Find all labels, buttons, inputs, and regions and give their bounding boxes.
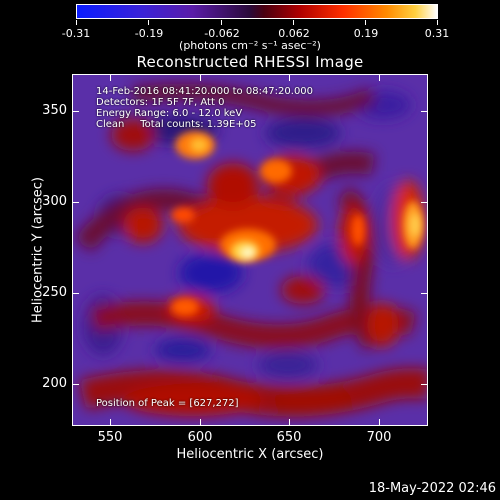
- x-tick: [379, 419, 380, 426]
- y-tick: [72, 384, 79, 385]
- rhessi-image: [73, 75, 427, 425]
- plot-title: Reconstructed RHESSI Image: [136, 53, 364, 71]
- x-tick: [289, 74, 290, 81]
- y-tick: [72, 111, 79, 112]
- y-tick-label: 350: [42, 103, 67, 118]
- x-tick-label: 700: [366, 430, 392, 445]
- image-frame: 14-Feb-2016 08:41:20.000 to 08:47:20.000…: [72, 74, 428, 426]
- y-tick: [421, 202, 428, 203]
- annotation-detectors: Detectors: 1F 5F 7F, Att 0: [96, 97, 225, 108]
- y-tick-label: 200: [42, 376, 67, 391]
- x-tick: [200, 74, 201, 81]
- x-tick-label: 600: [187, 430, 213, 445]
- x-tick-label: 650: [276, 430, 302, 445]
- x-tick: [200, 419, 201, 426]
- colorbar-tick: [293, 20, 294, 25]
- y-axis-title: Heliocentric Y (arcsec): [30, 177, 46, 323]
- y-tick-label: 300: [42, 194, 67, 209]
- colorbar-tick: [148, 20, 149, 25]
- x-tick: [379, 74, 380, 81]
- footer-timestamp: 18-May-2022 02:46: [368, 481, 496, 496]
- annotation-peak-position: Position of Peak = [627,272]: [96, 398, 239, 409]
- x-tick: [110, 419, 111, 426]
- colorbar-tick-label: 0.19: [353, 27, 379, 40]
- x-tick: [110, 74, 111, 81]
- colorbar-tick-label: 0.31: [424, 27, 450, 40]
- colorbar-tick: [76, 20, 77, 25]
- colorbar-tick-label: -0.19: [134, 27, 164, 40]
- colorbar-tick-label: -0.062: [204, 27, 240, 40]
- y-tick: [421, 384, 428, 385]
- annotation-energy-range: Energy Range: 6.0 - 12.0 keV: [96, 108, 243, 119]
- colorbar-units: (photons cm⁻² s⁻¹ asec⁻²): [179, 39, 321, 52]
- colorbar-tick: [437, 20, 438, 25]
- colorbar-tick: [221, 20, 222, 25]
- colorbar-tick-label: -0.31: [61, 27, 91, 40]
- annotation-method-counts: Clean Total counts: 1.39E+05: [96, 119, 257, 130]
- colorbar-tick: [365, 20, 366, 25]
- y-tick: [72, 293, 79, 294]
- colorbar: [76, 4, 438, 19]
- y-tick: [421, 111, 428, 112]
- x-tick-label: 550: [97, 430, 123, 445]
- x-tick: [289, 419, 290, 426]
- y-tick-label: 250: [42, 285, 67, 300]
- x-axis-title: Heliocentric X (arcsec): [176, 447, 324, 462]
- colorbar-tick-label: 0.062: [278, 27, 310, 40]
- y-tick: [72, 202, 79, 203]
- annotation-time-range: 14-Feb-2016 08:41:20.000 to 08:47:20.000: [96, 86, 314, 97]
- y-tick: [421, 293, 428, 294]
